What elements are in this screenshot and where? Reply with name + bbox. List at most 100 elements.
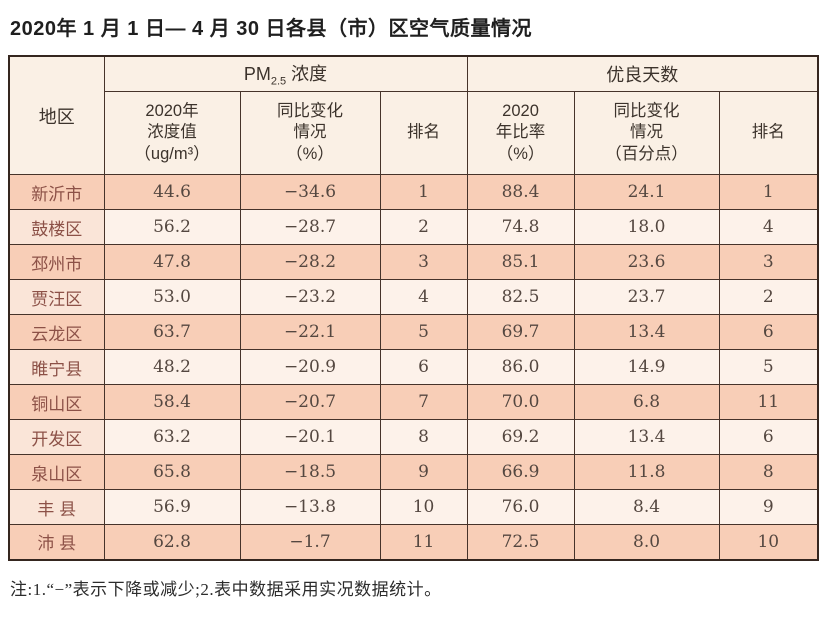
days-ratio-cell: 86.0 [466,349,575,385]
subheader-pm-value: 2020年 浓度值 （ug/m³） [103,91,241,175]
days-rank-cell: 4 [718,209,819,245]
region-cell: 睢宁县 [8,349,105,385]
pm-value-cell: 56.9 [103,489,241,525]
pm-value-cell: 65.8 [103,454,241,490]
group-header-good-days: 优良天数 [466,55,819,92]
days-change-cell: 11.8 [573,454,720,490]
pm-rank-cell: 6 [379,349,468,385]
pm-rank-cell: 3 [379,244,468,280]
pm-value-cell: 48.2 [103,349,241,385]
footnote: 注:1.“−”表示下降或减少;2.表中数据采用实况数据统计。 [10,579,442,599]
pm-rank-cell: 8 [379,419,468,455]
days-change-cell: 13.4 [573,419,720,455]
days-rank-cell: 11 [718,384,819,420]
days-rank-cell: 6 [718,419,819,455]
days-change-cell: 14.9 [573,349,720,385]
region-cell: 泉山区 [8,454,105,490]
days-ratio-cell: 76.0 [466,489,575,525]
table-row: 泉山区 65.8 −18.5 9 66.9 11.8 8 [8,454,819,490]
subheader-days-ratio: 2020 年比率 （%） [466,91,575,175]
region-cell: 云龙区 [8,314,105,350]
corner-header-region: 地区 [8,55,105,175]
pm-change-cell: −20.1 [239,419,381,455]
days-ratio-cell: 70.0 [466,384,575,420]
pm-change-cell: −13.8 [239,489,381,525]
table-row: 铜山区 58.4 −20.7 7 70.0 6.8 11 [8,384,819,420]
table-row: 贾汪区 53.0 −23.2 4 82.5 23.7 2 [8,279,819,315]
days-change-cell: 8.0 [573,524,720,560]
region-cell: 贾汪区 [8,279,105,315]
group-header-row: 地区 PM2.5 浓度 优良天数 [8,55,819,175]
pm25-prefix: PM [243,64,271,85]
air-quality-table: 地区 PM2.5 浓度 优良天数 2020年 浓度值 （ug/m³） 同比变化 … [8,55,820,561]
days-change-cell: 23.6 [573,244,720,280]
pm-rank-cell: 2 [379,209,468,245]
pm-value-cell: 56.2 [103,209,241,245]
pm-rank-cell: 10 [379,489,468,525]
pm-rank-cell: 4 [379,279,468,315]
days-rank-cell: 10 [718,524,819,560]
table-row: 睢宁县 48.2 −20.9 6 86.0 14.9 5 [8,349,819,385]
pm-value-cell: 44.6 [103,174,241,210]
page-title: 2020年 1 月 1 日— 4 月 30 日各县（市）区空气质量情况 [10,18,533,40]
days-ratio-cell: 69.7 [466,314,575,350]
pm-value-cell: 53.0 [103,279,241,315]
pm25-subscript: 2.5 [270,75,287,88]
pm-change-cell: −1.7 [239,524,381,560]
subheader-pm-change: 同比变化 情况 （%） [239,91,381,175]
pm-change-cell: −28.7 [239,209,381,245]
pm-change-cell: −22.1 [239,314,381,350]
pm-rank-cell: 11 [379,524,468,560]
pm-value-cell: 63.2 [103,419,241,455]
region-cell: 新沂市 [8,174,105,210]
days-rank-cell: 9 [718,489,819,525]
page: 2020年 1 月 1 日— 4 月 30 日各县（市）区空气质量情况 地区 P… [8,18,820,599]
table-row: 云龙区 63.7 −22.1 5 69.7 13.4 6 [8,314,819,350]
days-change-cell: 18.0 [573,209,720,245]
region-cell: 沛 县 [8,524,105,560]
subheader-pm-rank: 排名 [379,91,468,175]
pm-rank-cell: 9 [379,454,468,490]
pm-change-cell: −23.2 [239,279,381,315]
days-ratio-cell: 66.9 [466,454,575,490]
pm-value-cell: 62.8 [103,524,241,560]
pm-change-cell: −28.2 [239,244,381,280]
days-change-cell: 24.1 [573,174,720,210]
pm-change-cell: −18.5 [239,454,381,490]
days-ratio-cell: 74.8 [466,209,575,245]
days-ratio-cell: 85.1 [466,244,575,280]
days-rank-cell: 1 [718,174,819,210]
table-row: 沛 县 62.8 −1.7 11 72.5 8.0 10 [8,524,819,560]
table-row: 新沂市 44.6 −34.6 1 88.4 24.1 1 [8,174,819,210]
subheader-days-change: 同比变化 情况 （百分点） [573,91,720,175]
table-row: 鼓楼区 56.2 −28.7 2 74.8 18.0 4 [8,209,819,245]
sub-header-row: 2020年 浓度值 （ug/m³） 同比变化 情况 （%） 排名 2020 年比… [9,91,819,175]
pm-change-cell: −20.7 [239,384,381,420]
pm-value-cell: 63.7 [103,314,241,350]
table-row: 开发区 63.2 −20.1 8 69.2 13.4 6 [8,419,819,455]
pm-rank-cell: 7 [379,384,468,420]
region-cell: 邳州市 [8,244,105,280]
subheader-days-rank: 排名 [718,91,819,175]
days-change-cell: 6.8 [573,384,720,420]
pm-change-cell: −20.9 [239,349,381,385]
days-ratio-cell: 69.2 [466,419,575,455]
days-ratio-cell: 82.5 [466,279,575,315]
pm-value-cell: 58.4 [103,384,241,420]
pm-rank-cell: 1 [379,174,468,210]
days-rank-cell: 5 [718,349,819,385]
days-rank-cell: 6 [718,314,819,350]
pm-change-cell: −34.6 [239,174,381,210]
days-ratio-cell: 72.5 [466,524,575,560]
table-row: 丰 县 56.9 −13.8 10 76.0 8.4 9 [8,489,819,525]
region-cell: 开发区 [8,419,105,455]
region-cell: 鼓楼区 [8,209,105,245]
days-rank-cell: 8 [718,454,819,490]
days-change-cell: 13.4 [573,314,720,350]
region-cell: 丰 县 [8,489,105,525]
days-change-cell: 8.4 [573,489,720,525]
table-row: 邳州市 47.8 −28.2 3 85.1 23.6 3 [8,244,819,280]
days-rank-cell: 2 [718,279,819,315]
pm25-suffix: 浓度 [286,64,328,85]
group-header-pm25: PM2.5 浓度 [103,55,468,92]
